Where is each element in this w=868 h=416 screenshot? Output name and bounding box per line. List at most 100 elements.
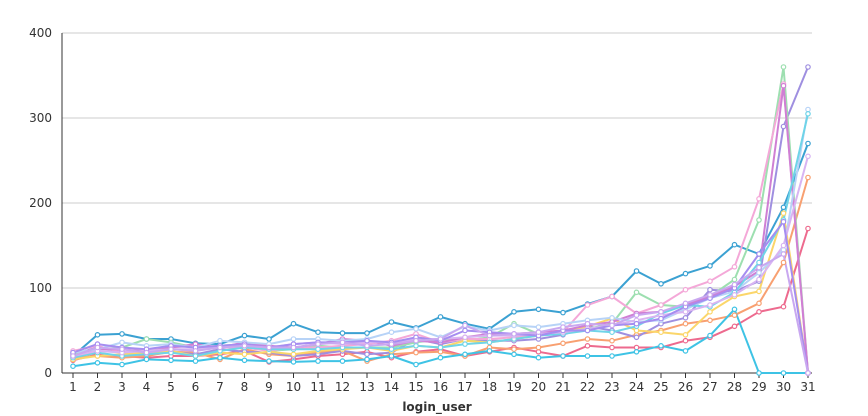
x-tick-label: 13 [359, 380, 374, 394]
data-point [682, 314, 689, 321]
data-point [339, 330, 346, 336]
data-point [780, 218, 787, 225]
y-tick-label: 400 [29, 26, 52, 40]
data-point [486, 348, 493, 354]
data-point [241, 332, 248, 339]
data-point [364, 337, 370, 344]
data-point [756, 370, 762, 376]
data-point [707, 278, 713, 285]
data-point [388, 319, 395, 325]
data-point [805, 64, 811, 70]
data-point [707, 317, 713, 324]
x-tick-label: 11 [310, 380, 325, 394]
data-point [682, 286, 689, 293]
x-tick-label: 9 [265, 380, 273, 394]
data-point [780, 251, 787, 257]
data-point [192, 348, 199, 354]
data-point [70, 363, 76, 370]
data-point [584, 353, 591, 359]
x-tick-label: 29 [751, 380, 766, 394]
data-point [658, 342, 664, 349]
data-point [413, 325, 419, 332]
data-point [682, 348, 689, 354]
data-point [388, 353, 395, 359]
x-tick-label: 21 [555, 380, 570, 394]
data-point [780, 82, 787, 89]
data-point [511, 351, 517, 358]
data-point [658, 308, 664, 315]
data-point [756, 264, 762, 271]
data-point [609, 353, 615, 359]
data-point [241, 357, 248, 364]
data-point [143, 336, 150, 342]
x-tick-label: 15 [408, 380, 423, 394]
x-tick-label: 2 [94, 380, 102, 394]
data-point [339, 339, 346, 346]
x-axis-title: login_user [402, 400, 471, 415]
data-point [731, 323, 738, 330]
x-tick-label: 17 [457, 380, 472, 394]
data-point [364, 330, 370, 336]
x-tick-label: 31 [800, 380, 815, 394]
data-point [560, 309, 566, 316]
data-point [217, 337, 223, 344]
x-tick-label: 12 [335, 380, 350, 394]
series-line-12 [72, 156, 809, 357]
data-point [633, 289, 640, 296]
data-point [658, 302, 664, 308]
data-point [609, 344, 615, 351]
data-point [584, 302, 591, 308]
data-point [731, 312, 738, 319]
data-point [437, 314, 444, 320]
data-point [535, 324, 542, 330]
data-point [756, 288, 762, 295]
x-tick-label: 7 [216, 380, 224, 394]
data-point [413, 337, 419, 344]
data-point [584, 327, 591, 334]
data-point [682, 320, 689, 327]
y-tick-label: 100 [29, 281, 52, 295]
data-point [707, 263, 713, 269]
data-point [560, 353, 566, 359]
data-point [658, 315, 664, 322]
data-point [511, 331, 517, 337]
data-point [805, 153, 811, 160]
data-point [780, 123, 787, 130]
data-point [290, 351, 297, 358]
data-point [780, 64, 787, 70]
data-point [241, 342, 248, 349]
data-point [462, 334, 468, 341]
data-point [119, 361, 125, 368]
data-point [364, 342, 370, 349]
data-point [780, 204, 787, 211]
data-point [658, 329, 664, 336]
data-point [560, 340, 566, 347]
x-tick-label: 10 [286, 380, 301, 394]
y-tick-label: 300 [29, 111, 52, 125]
y-tick-label: 200 [29, 196, 52, 210]
data-point [805, 225, 811, 232]
data-point [535, 306, 542, 313]
series-line-6 [72, 66, 809, 374]
axes [61, 33, 812, 378]
data-point [780, 370, 787, 376]
x-tick-label: 24 [629, 380, 644, 394]
data-point [241, 351, 248, 358]
series-lines [72, 66, 809, 374]
data-point [707, 302, 713, 308]
x-tick-label: 5 [167, 380, 175, 394]
data-point [609, 314, 615, 321]
x-tick-label: 26 [678, 380, 693, 394]
data-point [682, 337, 689, 344]
data-point [780, 303, 787, 310]
data-point [388, 341, 395, 347]
data-point [805, 140, 811, 147]
data-point [437, 344, 444, 351]
data-point [560, 324, 566, 330]
data-point [731, 291, 738, 298]
data-point [388, 329, 395, 336]
x-tick-label: 18 [482, 380, 497, 394]
data-point [511, 322, 517, 329]
data-point [168, 357, 174, 364]
